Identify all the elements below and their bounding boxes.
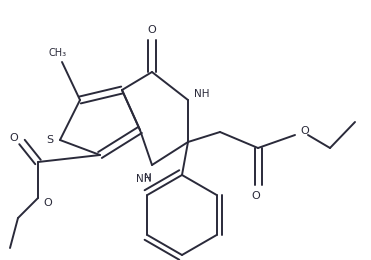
Text: O: O: [301, 126, 309, 136]
Text: O: O: [44, 198, 52, 208]
Text: O: O: [10, 133, 19, 143]
Text: NH: NH: [194, 89, 210, 99]
Text: NH: NH: [136, 174, 152, 184]
Text: N: N: [144, 173, 152, 183]
Text: S: S: [46, 135, 53, 145]
Text: O: O: [252, 191, 260, 201]
Text: CH₃: CH₃: [49, 48, 67, 58]
Text: O: O: [148, 25, 156, 35]
